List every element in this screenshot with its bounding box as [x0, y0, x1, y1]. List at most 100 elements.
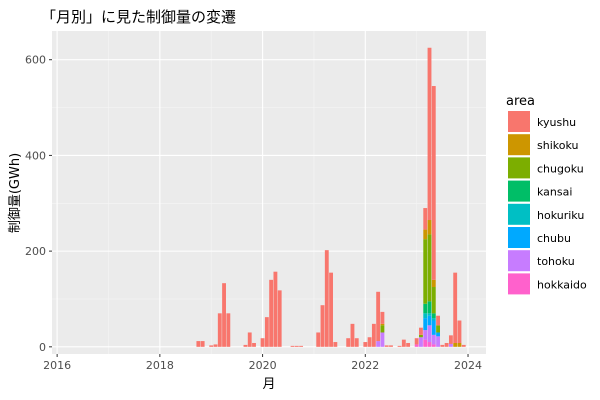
legend-label-chugoku: chugoku [537, 162, 584, 175]
legend-label-chubu: chubu [537, 232, 571, 245]
legend-key-hokkaido [508, 273, 530, 295]
bar-kyushu-2022-04 [376, 291, 381, 342]
bar-hokkaido-2023-03 [423, 339, 428, 347]
bars [196, 47, 466, 347]
legend-key-hokuriku [508, 203, 530, 225]
bar-kyushu-2022-11 [406, 342, 411, 347]
bar-hokuriku-2023-03 [423, 313, 428, 319]
bar-tohoku-2023-02 [419, 337, 423, 347]
bar-kyushu-2019-02 [213, 344, 218, 347]
bar-tohoku-2023-04 [427, 325, 432, 343]
bar-kansai-2023-04 [427, 301, 432, 314]
bar-kyushu-2021-03 [320, 305, 325, 347]
bar-tohoku-2023-09 [448, 343, 453, 347]
plot-background [52, 31, 486, 354]
legend-key-chubu [508, 227, 530, 248]
bar-kyushu-2020-08 [290, 345, 295, 347]
bar-chugoku-2023-05 [431, 287, 436, 314]
legend-items: kyushu shikoku chugoku kansai hokuriku chubu t… [508, 111, 587, 295]
bar-kyushu-2019-11 [252, 342, 256, 347]
bar-tohoku-2022-04 [376, 341, 381, 347]
bar-chubu-2023-04 [427, 315, 432, 326]
bar-kyushu-2018-11 [200, 341, 205, 347]
bar-kyushu-2019-10 [247, 332, 252, 347]
y-axis: 0 200 400 600 [25, 54, 52, 354]
bar-kyushu-2023-08 [444, 342, 449, 347]
bar-kyushu-2021-09 [346, 338, 351, 347]
legend-key-shikoku [508, 134, 530, 156]
bar-hokuriku-2023-04 [427, 313, 432, 316]
x-tick-label: 2016 [43, 359, 71, 372]
y-tick-label: 600 [25, 54, 46, 67]
bar-tohoku-2023-06 [436, 336, 440, 347]
grid-major [52, 31, 486, 354]
y-axis-title: 制御量(GWh) [8, 153, 23, 233]
y-tick-label: 200 [25, 245, 46, 258]
bar-kyushu-2023-03 [423, 208, 428, 230]
y-tick-label: 0 [39, 341, 46, 354]
legend: area kyushu shikoku chugoku kansai hokuriku c… [506, 94, 587, 295]
bar-chugoku-2023-04 [427, 234, 432, 302]
x-tick-label: 2020 [249, 359, 277, 372]
bar-tohoku-2023-03 [423, 330, 428, 340]
bar-kyushu-2019-01 [209, 345, 214, 347]
bar-kyushu-2022-07 [389, 345, 393, 347]
bar-kyushu-2020-10 [299, 345, 304, 347]
x-tick-label: 2018 [146, 359, 174, 372]
bar-hokkaido-2023-04 [427, 342, 432, 347]
legend-key-chugoku [508, 157, 530, 179]
legend-title: area [506, 94, 535, 109]
bar-kyushu-2023-11 [457, 320, 462, 343]
bar-kyushu-2023-09 [448, 335, 453, 344]
bar-chubu-2023-03 [423, 318, 428, 331]
bar-kyushu-2021-10 [350, 323, 355, 347]
bar-kyushu-2021-06 [333, 342, 338, 347]
bar-kyushu-2019-09 [243, 344, 248, 347]
x-axis-title: 月 [262, 377, 275, 392]
x-axis: 2016 2018 2020 2022 2024 [43, 354, 482, 372]
bar-kyushu-2019-05 [226, 313, 231, 347]
bar-kyushu-2023-01 [414, 338, 419, 345]
bar-kyushu-2020-09 [294, 345, 299, 347]
legend-key-tohoku [508, 250, 530, 272]
legend-key-kansai [508, 180, 530, 202]
bar-kyushu-2020-05 [277, 290, 282, 347]
x-tick-label: 2024 [454, 359, 482, 372]
bar-tohoku-2023-05 [431, 334, 436, 345]
bar-kyushu-2023-02 [419, 327, 423, 335]
bar-kansai-2023-03 [423, 303, 428, 314]
bar-kyushu-2020-02 [264, 317, 269, 347]
bar-chugoku-2023-06 [436, 325, 440, 333]
bar-hokkaido-2023-01 [414, 344, 419, 347]
bar-shikoku-2023-11 [457, 342, 462, 347]
bar-kyushu-2022-01 [363, 342, 368, 347]
bar-kyushu-2020-01 [260, 338, 265, 347]
bar-chugoku-2023-03 [423, 239, 428, 304]
bar-chubu-2023-06 [436, 332, 440, 337]
bar-kyushu-2022-10 [401, 339, 406, 347]
bar-kyushu-2020-03 [269, 279, 274, 347]
bar-kyushu-2023-07 [440, 344, 445, 347]
legend-label-kansai: kansai [537, 186, 572, 199]
bar-kyushu-2019-04 [222, 283, 226, 347]
bar-kyushu-2022-02 [367, 337, 372, 347]
legend-key-kyushu [508, 111, 530, 132]
bar-kyushu-2021-04 [324, 250, 329, 347]
bar-chubu-2023-05 [431, 320, 436, 335]
legend-label-hokuriku: hokuriku [537, 209, 584, 222]
bar-kyushu-2023-06 [436, 315, 440, 326]
bar-kyushu-2021-05 [329, 272, 333, 347]
y-tick-label: 400 [25, 149, 46, 162]
bar-shikoku-2023-03 [423, 229, 428, 240]
bar-shikoku-2023-10 [453, 342, 458, 347]
bar-kyushu-2022-03 [371, 323, 376, 347]
bar-kyushu-2018-10 [196, 341, 201, 347]
bar-kyushu-2022-06 [384, 345, 389, 347]
bar-kyushu-2023-05 [431, 86, 436, 280]
bar-kyushu-2021-11 [354, 338, 359, 347]
bar-kyushu-2019-03 [217, 313, 222, 347]
bar-shikoku-2023-04 [427, 220, 432, 235]
bar-chugoku-2022-05 [380, 325, 385, 333]
bar-kyushu-2023-12 [461, 344, 466, 347]
